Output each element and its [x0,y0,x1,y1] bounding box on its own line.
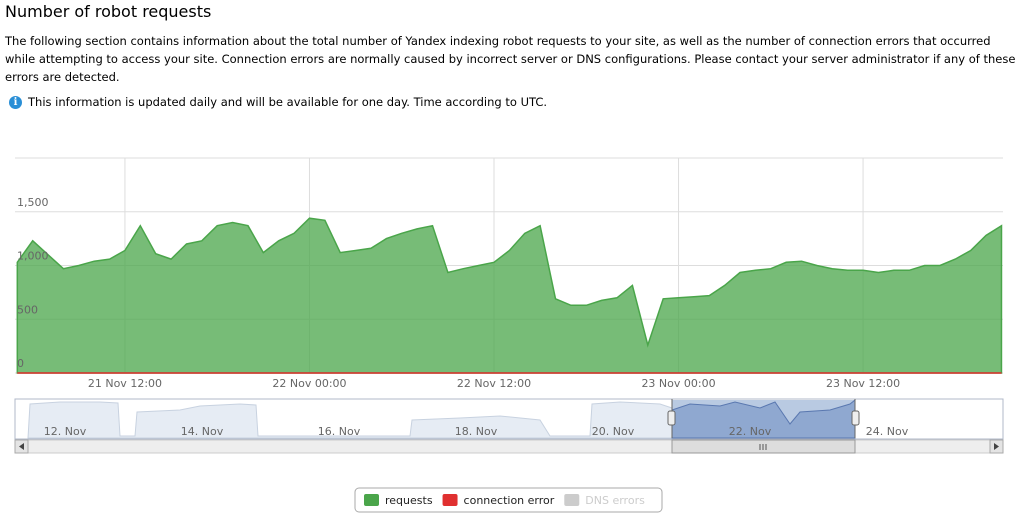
y-tick-label: 500 [17,303,38,316]
x-tick-label: 22 Nov 12:00 [457,377,531,390]
legend-item[interactable]: connection error [442,494,555,507]
navigator-handle[interactable] [667,410,676,426]
legend-item[interactable]: requests [364,494,433,507]
description: The following section contains informati… [5,34,1016,84]
navigator-label: 18. Nov [455,425,498,438]
info-icon: i [9,95,22,109]
navigator-label: 22. Nov [729,425,772,438]
y-tick-label: 0 [17,357,24,370]
info-note: i This information is updated daily and w… [5,95,547,109]
x-tick-label: 23 Nov 00:00 [641,377,715,390]
area [16,217,1003,374]
x-tick-label: 23 Nov 12:00 [826,377,900,390]
navigator-label: 24. Nov [866,425,909,438]
y-tick-label: 1,500 [17,196,49,209]
navigator-area [27,401,673,439]
plot: 0 500 1,000 1,500 21 Nov 12:00 22 Nov 00:00 22… [15,157,1003,390]
x-tick-label: 21 Nov 12:00 [88,377,162,390]
navigator-selected-area [671,398,856,439]
navigator-label: 14. Nov [181,425,224,438]
navigator-label: 16. Nov [318,425,361,438]
navigator-label: 12. Nov [44,425,87,438]
thumb-grip [759,444,767,450]
legend-swatch [364,494,379,506]
y-tick-label: 1,000 [17,250,49,263]
x-tick-label: 22 Nov 00:00 [272,377,346,390]
section-title: Number of robot requests [5,2,212,21]
navigator-handle[interactable] [851,410,860,426]
navigator-label: 20. Nov [592,425,635,438]
legend-swatch [442,494,458,506]
legend-item[interactable]: DNS errors [564,494,645,507]
legend-label: requests [385,494,433,507]
legend-label: DNS errors [585,494,645,507]
navigator: 12. Nov 14. Nov 16. Nov 18. Nov 20. Nov 22. N… [14,398,1004,454]
arrow-left [19,443,24,450]
arrow-right [994,443,999,450]
legend-box [354,487,663,513]
legend-swatch [564,494,580,506]
note-text: This information is updated daily and wi… [28,95,548,109]
legend-label: connection error [464,494,555,507]
